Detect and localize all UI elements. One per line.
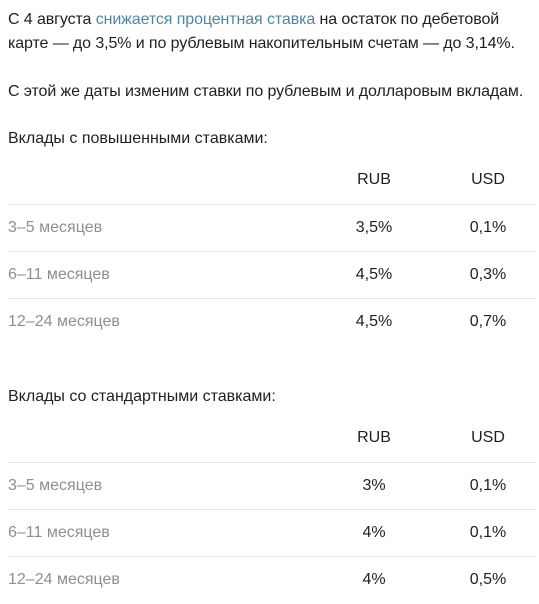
intro-paragraph: С 4 августа снижается процентная ставка … — [8, 8, 533, 56]
rub-rate-cell: 4% — [308, 556, 440, 603]
rub-rate-cell: 4% — [308, 509, 440, 557]
rub-rate-cell: 4,5% — [308, 298, 440, 345]
usd-rate-cell: 0,3% — [440, 251, 536, 299]
rub-header: RUB — [357, 428, 391, 446]
table-header-row: RUB USD — [8, 413, 536, 463]
term-cell: 12–24 месяцев — [8, 298, 308, 345]
rub-rate-cell: 4,5% — [308, 251, 440, 299]
article-body: С 4 августа снижается процентная ставка … — [8, 8, 536, 603]
usd-rate-cell: 0,1% — [440, 462, 536, 510]
term-cell: 3–5 месяцев — [8, 204, 308, 252]
table-row: 12–24 месяцев 4% 0,5% — [8, 556, 536, 603]
standard-rates-table: RUB USD 3–5 месяцев 3% 0,1% 6–11 месяцев… — [8, 413, 536, 603]
term-cell: 3–5 месяцев — [8, 462, 308, 510]
deposit-change-paragraph: С этой же даты изменим ставки по рублевы… — [8, 83, 524, 100]
usd-rate-cell: 0,1% — [440, 509, 536, 557]
rub-rate-cell: 3,5% — [308, 204, 440, 252]
term-cell: 6–11 месяцев — [8, 251, 308, 299]
table-row: 3–5 месяцев 3% 0,1% — [8, 462, 536, 510]
rub-rate-cell: 3% — [308, 462, 440, 510]
table-row: 3–5 месяцев 3,5% 0,1% — [8, 204, 536, 252]
term-header — [8, 155, 308, 205]
term-cell: 6–11 месяцев — [8, 509, 308, 557]
table-row: 12–24 месяцев 4,5% 0,7% — [8, 298, 536, 345]
increased-rates-table: RUB USD 3–5 месяцев 3,5% 0,1% 6–11 месяц… — [8, 155, 536, 345]
intro-text-start: С 4 августа — [8, 11, 96, 28]
term-header — [8, 413, 308, 463]
rate-change-link[interactable]: снижается процентная ставка — [95, 11, 316, 28]
intro-text-end: на остаток по дебетовой карте — до 3,5% … — [8, 11, 515, 52]
table-row: 6–11 месяцев 4% 0,1% — [8, 509, 536, 557]
usd-rate-cell: 0,1% — [440, 204, 536, 252]
term-cell: 12–24 месяцев — [8, 556, 308, 603]
table-header-row: RUB USD — [8, 155, 536, 205]
rub-header: RUB — [357, 170, 391, 188]
usd-header: USD — [471, 170, 505, 188]
usd-rate-cell: 0,7% — [440, 298, 536, 345]
usd-rate-cell: 0,5% — [440, 556, 536, 603]
usd-header: USD — [471, 428, 505, 446]
table-row: 6–11 месяцев 4,5% 0,3% — [8, 251, 536, 299]
standard-rates-caption: Вклады со стандартными ставками: — [8, 388, 276, 405]
increased-rates-caption: Вклады с повышенными ставками: — [8, 130, 268, 147]
